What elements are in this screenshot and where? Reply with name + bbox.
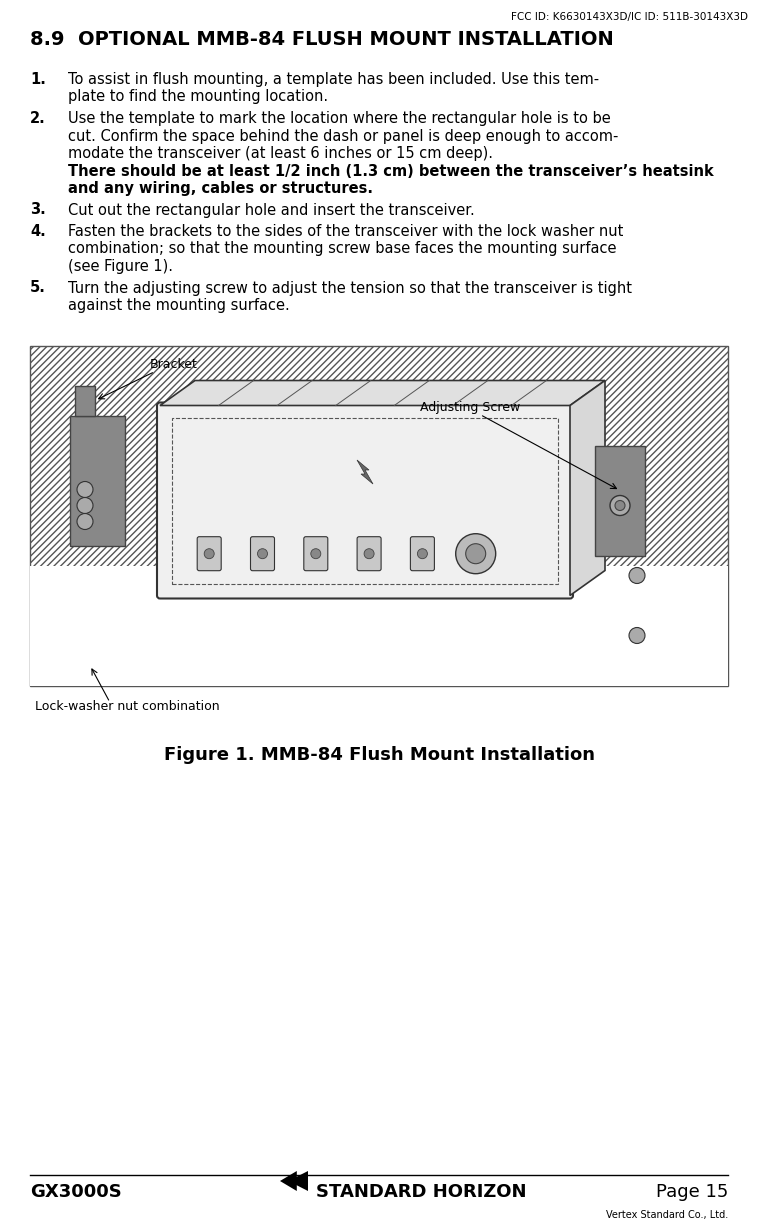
Text: Adjusting Screw: Adjusting Screw	[420, 401, 520, 413]
Polygon shape	[280, 1171, 297, 1191]
Text: 4.: 4.	[30, 224, 45, 240]
Text: (see Figure 1).: (see Figure 1).	[68, 259, 173, 274]
Circle shape	[615, 501, 625, 511]
Circle shape	[629, 628, 645, 644]
Bar	[75, 385, 95, 415]
Bar	[172, 418, 558, 583]
Circle shape	[610, 495, 630, 516]
Polygon shape	[570, 380, 605, 595]
Text: 8.9  OPTIONAL MMB-84 FLUSH MOUNT INSTALLATION: 8.9 OPTIONAL MMB-84 FLUSH MOUNT INSTALLA…	[30, 31, 614, 49]
Polygon shape	[30, 566, 728, 686]
Circle shape	[77, 481, 93, 497]
Circle shape	[465, 544, 486, 563]
FancyBboxPatch shape	[595, 446, 645, 556]
Text: plate to find the mounting location.: plate to find the mounting location.	[68, 89, 328, 105]
Polygon shape	[160, 380, 605, 406]
Text: 1.: 1.	[30, 72, 46, 87]
Text: Use the template to mark the location where the rectangular hole is to be: Use the template to mark the location wh…	[68, 111, 611, 126]
Bar	[30, 346, 728, 686]
Text: modate the transceiver (at least 6 inches or 15 cm deep).: modate the transceiver (at least 6 inche…	[68, 145, 493, 161]
Text: 3.: 3.	[30, 203, 45, 218]
Polygon shape	[288, 1171, 308, 1191]
Text: Lock-washer nut combination: Lock-washer nut combination	[35, 700, 220, 714]
FancyBboxPatch shape	[157, 402, 573, 599]
Circle shape	[204, 549, 215, 558]
FancyBboxPatch shape	[197, 536, 221, 571]
Text: Bracket: Bracket	[150, 358, 198, 370]
Text: cut. Confirm the space behind the dash or panel is deep enough to accom-: cut. Confirm the space behind the dash o…	[68, 128, 619, 143]
Text: and any wiring, cables or structures.: and any wiring, cables or structures.	[68, 181, 373, 196]
Text: against the mounting surface.: against the mounting surface.	[68, 298, 290, 313]
FancyBboxPatch shape	[70, 415, 125, 545]
Text: 5.: 5.	[30, 281, 46, 296]
Circle shape	[258, 549, 268, 558]
Text: 2.: 2.	[30, 111, 45, 126]
Text: Page 15: Page 15	[656, 1183, 728, 1201]
Circle shape	[311, 549, 321, 558]
FancyBboxPatch shape	[410, 536, 434, 571]
Text: FCC ID: K6630143X3D/IC ID: 511B-30143X3D: FCC ID: K6630143X3D/IC ID: 511B-30143X3D	[511, 12, 748, 22]
Polygon shape	[357, 459, 373, 484]
Text: Fasten the brackets to the sides of the transceiver with the lock washer nut: Fasten the brackets to the sides of the …	[68, 224, 623, 240]
FancyBboxPatch shape	[357, 536, 381, 571]
Text: Vertex Standard Co., Ltd.: Vertex Standard Co., Ltd.	[606, 1210, 728, 1220]
Text: GX3000S: GX3000S	[30, 1183, 122, 1201]
Text: There should be at least 1/2 inch (1.3 cm) between the transceiver’s heatsink: There should be at least 1/2 inch (1.3 c…	[68, 164, 714, 178]
Circle shape	[456, 534, 496, 573]
Circle shape	[77, 497, 93, 513]
Text: combination; so that the mounting screw base faces the mounting surface: combination; so that the mounting screw …	[68, 242, 616, 257]
Text: STANDARD HORIZON: STANDARD HORIZON	[316, 1183, 527, 1201]
Text: Figure 1. MMB-84 Flush Mount Installation: Figure 1. MMB-84 Flush Mount Installatio…	[164, 745, 594, 764]
Circle shape	[418, 549, 428, 558]
Text: Turn the adjusting screw to adjust the tension so that the transceiver is tight: Turn the adjusting screw to adjust the t…	[68, 281, 632, 296]
Text: To assist in flush mounting, a template has been included. Use this tem-: To assist in flush mounting, a template …	[68, 72, 599, 87]
Circle shape	[629, 567, 645, 583]
FancyBboxPatch shape	[250, 536, 274, 571]
Circle shape	[77, 513, 93, 529]
Circle shape	[364, 549, 374, 558]
Text: Cut out the rectangular hole and insert the transceiver.: Cut out the rectangular hole and insert …	[68, 203, 475, 218]
FancyBboxPatch shape	[304, 536, 327, 571]
